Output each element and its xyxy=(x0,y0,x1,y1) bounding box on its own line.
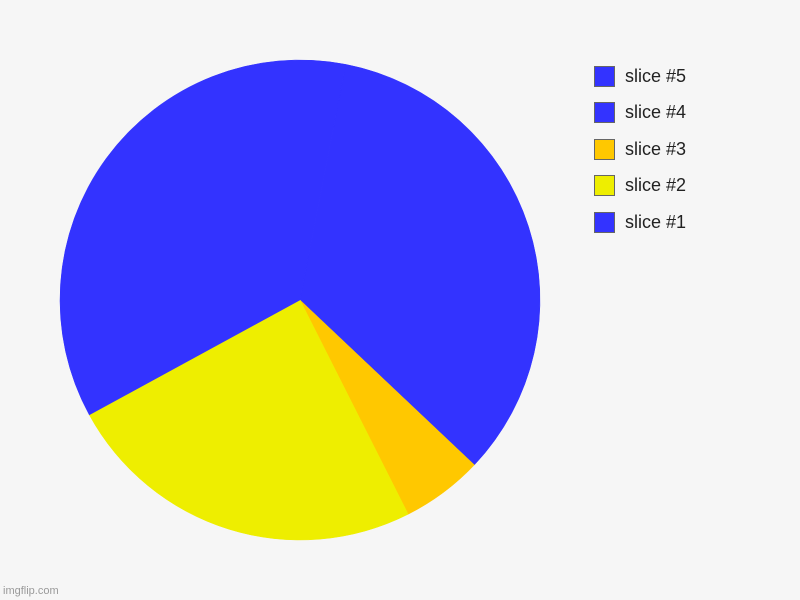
legend-swatch-slice-3 xyxy=(594,138,615,160)
legend-swatch-slice-5 xyxy=(594,65,615,87)
watermark: imgflip.com xyxy=(3,585,59,597)
legend-label-slice-3: slice #3 xyxy=(625,138,687,159)
legend-swatch-slice-2 xyxy=(594,175,615,197)
legend-label-slice-2: slice #2 xyxy=(625,175,687,196)
pie-slice-3 xyxy=(88,299,409,541)
legend-label-slice-4: slice #4 xyxy=(625,102,687,123)
legend-label-slice-5: slice #5 xyxy=(625,65,687,86)
legend-item-slice-1: slice #1 xyxy=(594,204,774,241)
legend-label-slice-1: slice #1 xyxy=(625,211,687,232)
legend-swatch-slice-1 xyxy=(594,211,615,233)
legend-item-slice-3: slice #3 xyxy=(594,131,774,168)
legend-item-slice-2: slice #2 xyxy=(594,168,774,205)
pie-slice-4 xyxy=(59,59,347,416)
legend-item-slice-4: slice #4 xyxy=(594,95,774,132)
chart-legend: slice #5 slice #4 slice #3 slice #2 slic… xyxy=(594,58,774,241)
legend-swatch-slice-4 xyxy=(594,102,615,124)
legend-item-slice-5: slice #5 xyxy=(594,58,774,95)
pie-slice-1 xyxy=(299,64,541,466)
